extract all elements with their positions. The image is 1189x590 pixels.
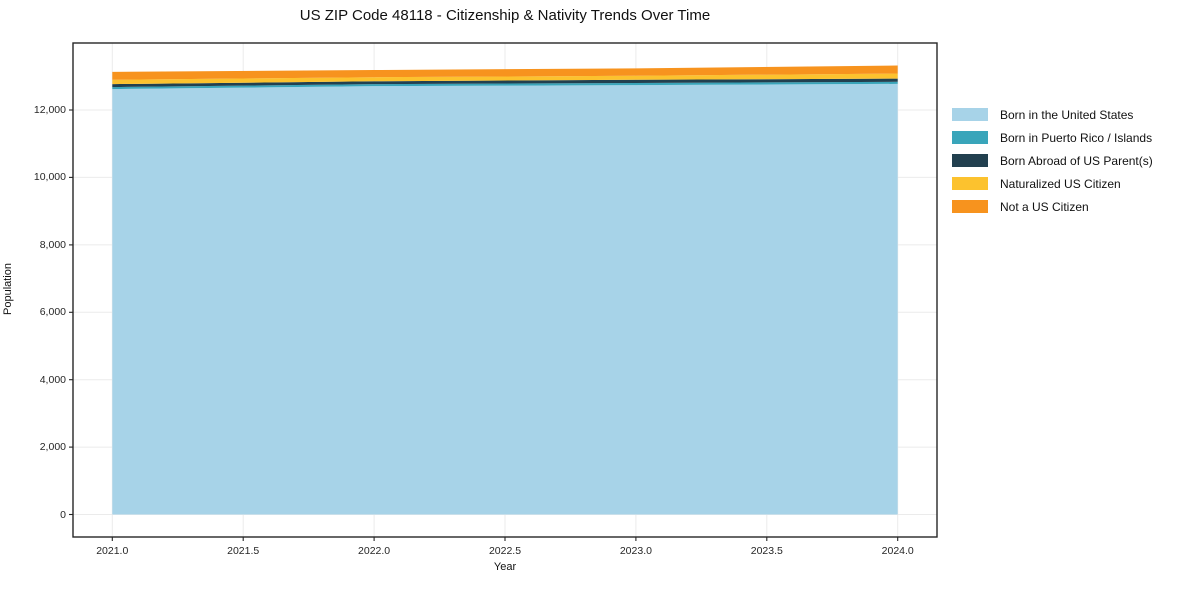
legend-label: Born Abroad of US Parent(s) (1000, 153, 1153, 168)
x-tick-label: 2023.5 (750, 545, 783, 557)
area-series-3 (112, 73, 898, 85)
legend-swatch (952, 200, 988, 213)
x-tick-label: 2022.0 (358, 545, 391, 557)
y-tick-label: 10,000 (33, 171, 66, 184)
legend-swatch (952, 177, 988, 190)
x-tick-label: 2024.0 (881, 545, 914, 557)
x-tick-label: 2021.5 (227, 545, 260, 557)
area-series-1 (112, 81, 898, 90)
area-series-0 (112, 83, 898, 515)
y-tick-label: 8,000 (39, 238, 66, 251)
area-series-4 (112, 65, 898, 80)
legend-item: Born Abroad of US Parent(s) (952, 149, 1153, 172)
y-tick-label: 2,000 (39, 441, 66, 454)
legend: Born in the United States Born in Puerto … (952, 103, 1153, 218)
y-tick-label: 6,000 (39, 306, 66, 319)
chart-svg (69, 42, 938, 541)
x-tick-label: 2023.0 (619, 545, 652, 557)
legend-label: Born in the United States (1000, 107, 1134, 122)
x-axis-label: Year (493, 561, 517, 573)
y-tick-label: 4,000 (39, 373, 66, 386)
legend-label: Not a US Citizen (1000, 199, 1089, 214)
legend-item: Naturalized US Citizen (952, 172, 1153, 195)
y-tick-label: 0 (60, 508, 66, 521)
y-axis-label: Population (2, 263, 14, 315)
legend-label: Born in Puerto Rico / Islands (1000, 130, 1153, 145)
area-series-2 (112, 78, 898, 88)
legend-swatch (952, 108, 988, 121)
x-tick-label: 2021.0 (96, 545, 129, 557)
chart-title: US ZIP Code 48118 - Citizenship & Nativi… (299, 7, 711, 24)
legend-label: Naturalized US Citizen (1000, 176, 1121, 191)
legend-item: Born in Puerto Rico / Islands (952, 126, 1153, 149)
legend-swatch (952, 154, 988, 167)
plot-area (69, 42, 938, 541)
y-tick-label: 12,000 (33, 104, 66, 117)
legend-item: Born in the United States (952, 103, 1153, 126)
x-tick-label: 2022.5 (488, 545, 522, 557)
legend-item: Not a US Citizen (952, 195, 1153, 218)
legend-swatch (952, 131, 988, 144)
